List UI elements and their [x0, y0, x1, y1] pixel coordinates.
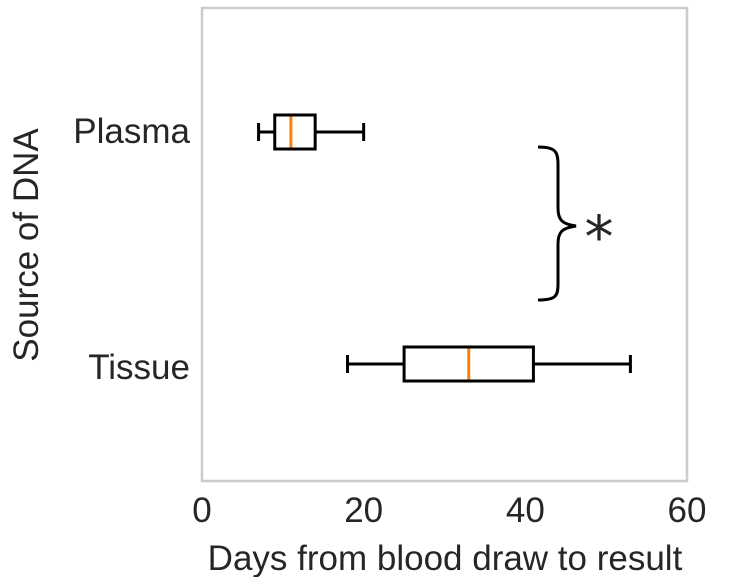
x-axis-label: Days from blood draw to result: [208, 539, 683, 577]
boxes-layer: [257, 113, 632, 383]
significance-bracket: [537, 145, 577, 302]
x-tick-label-0: 0: [192, 491, 211, 530]
plasma-box: [273, 113, 317, 151]
significance-asterisk: *: [585, 203, 614, 271]
category-label-plasma: Plasma: [73, 112, 190, 151]
x-tick-label-60: 60: [668, 491, 707, 530]
y-axis-label: Source of DNA: [7, 128, 46, 362]
x-tick-label-40: 40: [506, 491, 545, 530]
category-label-tissue: Tissue: [88, 348, 190, 387]
tissue-box: [402, 345, 535, 383]
x-tick-label-20: 20: [344, 491, 383, 530]
plot-frame: [200, 6, 689, 483]
category-labels: Plasma Tissue: [73, 112, 190, 387]
x-tick-labels: 0 20 40 60: [192, 491, 706, 530]
